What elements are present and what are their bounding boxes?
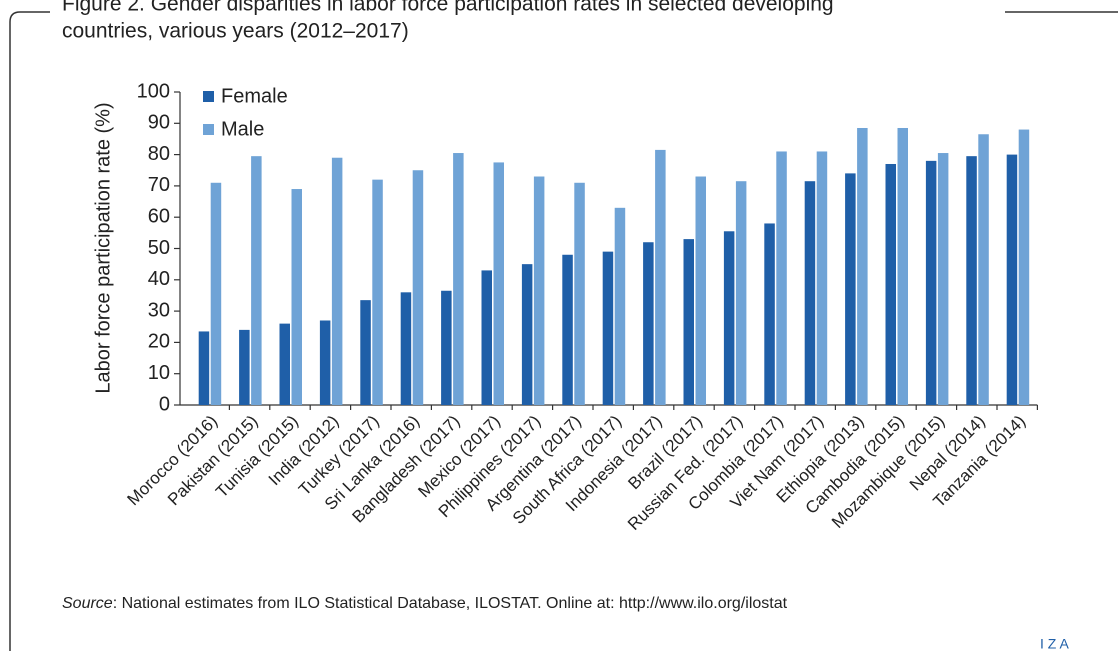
legend-swatch — [203, 91, 214, 102]
bar — [372, 179, 383, 405]
chart-title: Figure 2. Gender disparities in labor fo… — [62, 0, 834, 16]
legend-label: Female — [221, 85, 288, 107]
y-tick-label: 30 — [148, 299, 170, 321]
bar — [885, 163, 896, 405]
bar — [614, 207, 626, 405]
bar — [319, 320, 331, 405]
bar — [937, 153, 949, 405]
bar — [735, 181, 747, 405]
bar — [198, 331, 210, 405]
legend-swatch — [203, 124, 214, 135]
bar — [978, 134, 989, 405]
bar — [602, 251, 614, 405]
bar — [723, 231, 735, 405]
y-tick-label: 70 — [148, 174, 170, 196]
bar — [683, 239, 694, 405]
logo: I Z A — [1040, 636, 1069, 651]
bar — [643, 242, 654, 405]
bar — [493, 162, 504, 405]
bar — [655, 149, 666, 405]
bar — [857, 127, 868, 406]
y-tick-label: 10 — [148, 362, 170, 384]
bar — [331, 157, 343, 405]
y-tick-label: 80 — [148, 143, 170, 165]
bar — [291, 189, 302, 405]
bar — [897, 127, 908, 406]
y-tick-label: 90 — [148, 112, 170, 134]
y-tick-label: 50 — [148, 237, 170, 259]
bar — [412, 170, 424, 405]
y-tick-label: 60 — [148, 205, 170, 227]
bar — [1006, 154, 1018, 405]
y-tick-label: 40 — [148, 268, 170, 290]
bar — [521, 264, 533, 405]
bar — [441, 290, 452, 405]
bar — [251, 156, 262, 405]
source-text: : National estimates from ILO Statistica… — [113, 595, 788, 612]
bar — [239, 329, 250, 405]
bar — [400, 292, 412, 405]
bar — [533, 176, 545, 405]
bar — [804, 181, 816, 405]
bar — [966, 156, 977, 405]
y-tick-label: 100 — [137, 80, 170, 102]
bar — [562, 254, 573, 405]
y-axis-label: Labor force participation rate (%) — [92, 102, 114, 393]
source: Source: National estimates from ILO Stat… — [62, 595, 788, 612]
bar — [925, 160, 937, 405]
bar — [360, 300, 371, 405]
bar — [764, 223, 775, 405]
bar — [279, 323, 290, 405]
y-tick-label: 0 — [159, 393, 170, 415]
legend-label: Male — [221, 118, 264, 140]
bar — [816, 151, 828, 405]
bar — [481, 270, 492, 405]
source-label: Source — [62, 595, 113, 612]
bar — [776, 151, 787, 405]
bar — [210, 182, 222, 405]
bar — [574, 182, 585, 405]
frame — [9, 11, 50, 651]
bar — [845, 173, 856, 405]
bar — [453, 153, 464, 405]
bar — [695, 176, 706, 405]
chart-title: countries, various years (2012–2017) — [62, 20, 409, 43]
y-tick-label: 20 — [148, 331, 170, 353]
bar — [1018, 129, 1030, 405]
